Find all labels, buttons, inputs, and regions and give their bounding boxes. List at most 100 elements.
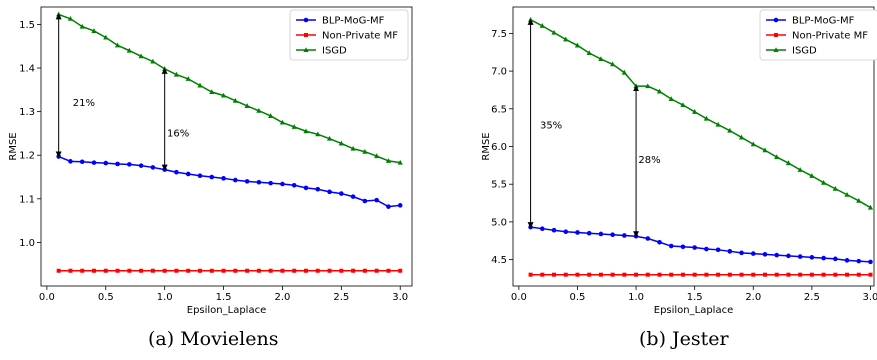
x-tick-label: 3.0 xyxy=(863,292,877,303)
y-tick-label: 6.5 xyxy=(491,104,507,115)
data-point xyxy=(327,189,332,195)
data-point xyxy=(292,268,297,273)
legend: BLP-MoG-MF Non-Private MF ISGD xyxy=(759,9,877,61)
data-point xyxy=(304,268,308,273)
legend-item: BLP-MoG-MF xyxy=(766,16,855,27)
legend-item: Non-Private MF xyxy=(296,31,398,42)
data-point xyxy=(621,69,627,75)
data-point xyxy=(186,268,191,273)
data-point xyxy=(598,231,604,237)
x-tick-label: 2.0 xyxy=(274,292,290,303)
data-point xyxy=(327,268,332,273)
data-point xyxy=(786,272,791,277)
data-point xyxy=(867,204,874,210)
data-point xyxy=(656,88,663,94)
data-point xyxy=(185,171,191,177)
data-point xyxy=(139,268,144,273)
data-point xyxy=(574,42,581,48)
data-point xyxy=(221,176,226,181)
data-point xyxy=(844,258,850,263)
y-tick-label: 1.1 xyxy=(19,194,35,205)
data-point xyxy=(727,249,733,254)
data-point xyxy=(692,272,697,277)
data-point xyxy=(703,115,709,121)
data-point xyxy=(374,153,380,159)
data-point xyxy=(245,268,250,273)
data-point xyxy=(350,194,356,199)
data-point xyxy=(350,145,356,151)
series-non-private-mf xyxy=(528,272,873,277)
data-point xyxy=(704,272,709,277)
gap-annotation: 28% xyxy=(638,155,660,166)
data-point xyxy=(56,268,61,273)
data-point xyxy=(738,134,745,140)
data-point xyxy=(315,268,320,273)
x-tick-label: 0.5 xyxy=(570,292,586,303)
data-point xyxy=(821,255,826,261)
data-point xyxy=(528,224,533,230)
data-point xyxy=(645,236,651,241)
data-point xyxy=(680,102,686,108)
series-isgd xyxy=(56,11,403,165)
data-point xyxy=(868,272,873,277)
data-point xyxy=(622,233,627,238)
x-axis-label: Epsilon_Laplace xyxy=(654,305,734,316)
data-point xyxy=(362,148,368,154)
data-point xyxy=(833,256,838,262)
data-point xyxy=(657,272,662,277)
data-point xyxy=(280,268,285,273)
data-point xyxy=(397,203,403,208)
data-point xyxy=(692,245,697,250)
data-point xyxy=(610,272,615,277)
data-point xyxy=(552,272,557,277)
data-point xyxy=(79,23,85,29)
data-point xyxy=(563,36,569,42)
data-point xyxy=(540,272,545,277)
y-tick-label: 1.3 xyxy=(19,107,35,118)
legend-box xyxy=(759,9,877,61)
data-point xyxy=(150,165,156,170)
data-point xyxy=(209,268,214,273)
data-point xyxy=(315,186,321,192)
data-point xyxy=(563,272,568,277)
data-point xyxy=(551,29,557,35)
data-point xyxy=(739,272,744,277)
data-point xyxy=(645,83,651,89)
data-point xyxy=(587,272,592,277)
y-tick-label: 1.4 xyxy=(19,64,35,75)
legend-box xyxy=(289,9,409,61)
legend-marker xyxy=(773,17,779,23)
x-tick-label: 2.5 xyxy=(804,292,820,303)
data-point xyxy=(103,268,108,273)
data-point xyxy=(397,159,403,165)
data-point xyxy=(610,61,616,67)
data-point xyxy=(598,56,604,62)
data-point xyxy=(586,50,592,55)
data-point xyxy=(797,167,803,172)
data-point xyxy=(291,182,297,188)
data-point xyxy=(762,147,768,153)
chart-movielens: 0.0 0.5 1.0 1.5 2.0 2.5 3.0 1.0 1.1 1.2 1.3 1.4 1.5 E… xyxy=(8,6,413,316)
data-point xyxy=(303,128,309,134)
data-point xyxy=(727,272,732,277)
data-point xyxy=(126,47,132,53)
data-point xyxy=(797,254,803,259)
legend-label: Non-Private MF xyxy=(792,31,868,42)
data-point xyxy=(232,97,238,103)
data-point xyxy=(268,113,274,118)
data-point xyxy=(704,246,709,252)
data-point xyxy=(91,28,97,33)
data-point xyxy=(575,230,580,235)
data-point xyxy=(127,162,132,167)
data-point xyxy=(338,140,344,146)
data-point xyxy=(633,233,639,239)
data-point xyxy=(115,161,120,167)
data-point xyxy=(669,272,674,277)
data-point xyxy=(198,268,202,273)
data-point xyxy=(563,229,569,235)
x-tick-label: 2.5 xyxy=(333,292,349,303)
data-point xyxy=(868,259,873,265)
data-point xyxy=(280,181,285,187)
data-point xyxy=(715,247,721,253)
data-point xyxy=(680,244,686,250)
